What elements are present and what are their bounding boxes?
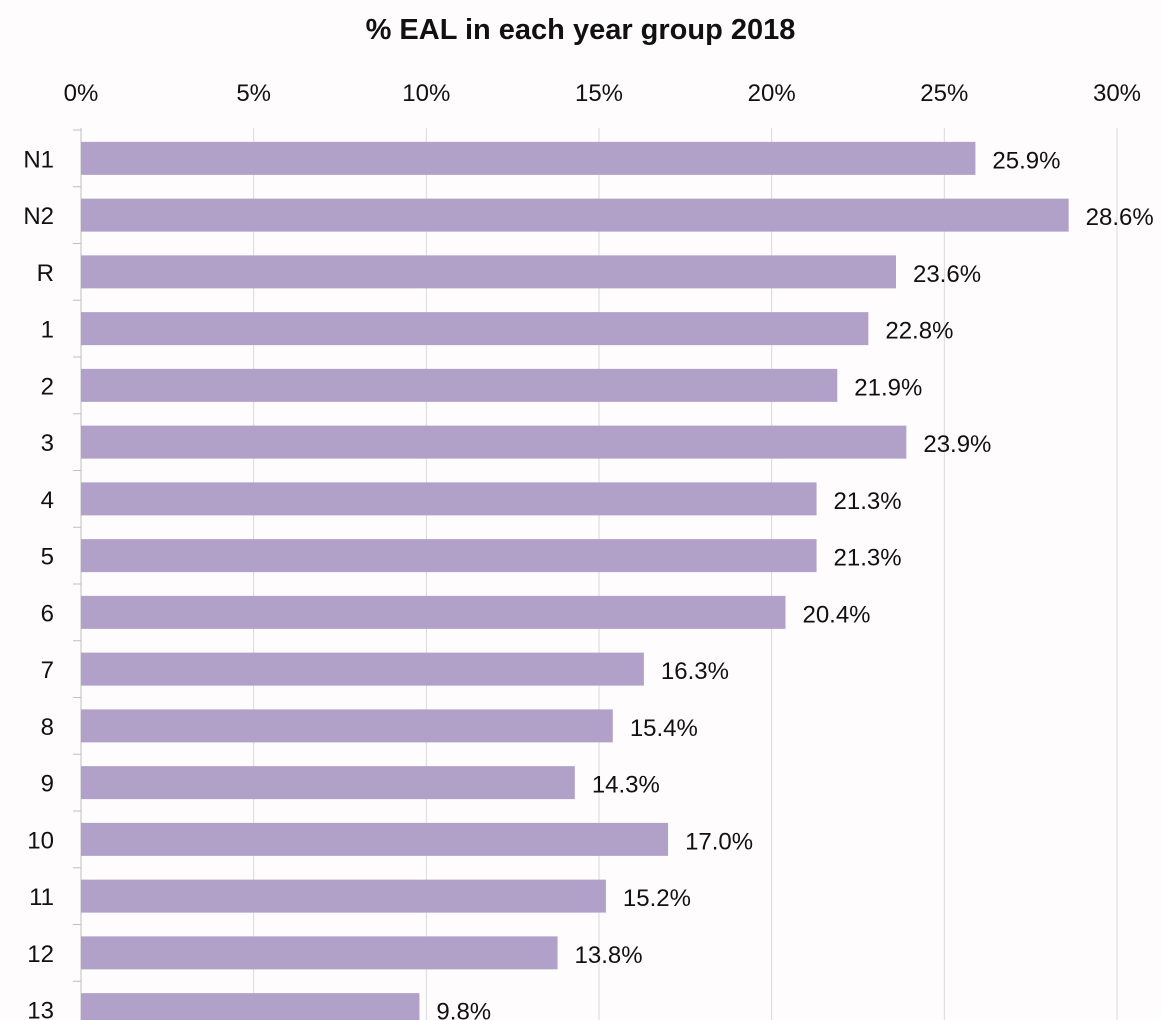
data-label: 16.3% [661,658,729,685]
data-label: 20.4% [802,601,870,628]
data-label: 13.8% [575,942,643,969]
bar [81,936,558,970]
category-label: 2 [41,373,54,400]
category-label: 4 [41,487,54,514]
data-label: 21.9% [854,374,922,401]
data-label: 22.8% [885,318,953,345]
category-label: N2 [23,203,54,230]
data-label: 9.8% [436,999,491,1020]
category-label: 6 [41,600,54,627]
x-tick-label: 0% [64,80,99,107]
data-label: 28.6% [1086,204,1154,231]
x-tick-label: 15% [575,80,623,107]
bar [81,993,420,1020]
category-label: N1 [23,146,54,173]
x-tick-label: 20% [748,80,796,107]
data-label: 14.3% [592,772,660,799]
x-tick-label: 5% [236,80,271,107]
category-label: 12 [27,941,54,968]
bar [81,368,838,402]
bar [81,652,644,686]
data-label: 21.3% [834,488,902,515]
data-label: 15.4% [630,715,698,742]
category-label: 11 [29,884,54,911]
bar [81,539,817,573]
bar [81,141,976,175]
data-label: 21.3% [834,545,902,572]
data-label: 15.2% [623,885,691,912]
bar [81,879,606,913]
x-tick-label: 25% [920,80,968,107]
bar [81,255,896,289]
data-label: 23.9% [923,431,991,458]
category-label: 3 [41,430,54,457]
bar [81,766,575,800]
bar [81,312,869,346]
bar [81,595,786,629]
bar [81,822,669,856]
category-label: 8 [41,714,54,741]
category-label: 10 [27,827,54,854]
data-label: 25.9% [992,147,1060,174]
category-label: 13 [27,998,54,1020]
category-label: 1 [41,317,54,344]
category-label: 7 [41,657,54,684]
chart-title: % EAL in each year group 2018 [365,14,796,46]
x-tick-label: 30% [1093,80,1141,107]
bar [81,198,1069,232]
data-label: 17.0% [685,828,753,855]
data-label: 23.6% [913,261,981,288]
category-label: 5 [41,544,54,571]
bar [81,482,817,516]
x-tick-label: 10% [402,80,450,107]
bar [81,425,907,459]
bar [81,709,613,743]
category-label: R [37,260,54,287]
category-label: 9 [41,771,54,798]
